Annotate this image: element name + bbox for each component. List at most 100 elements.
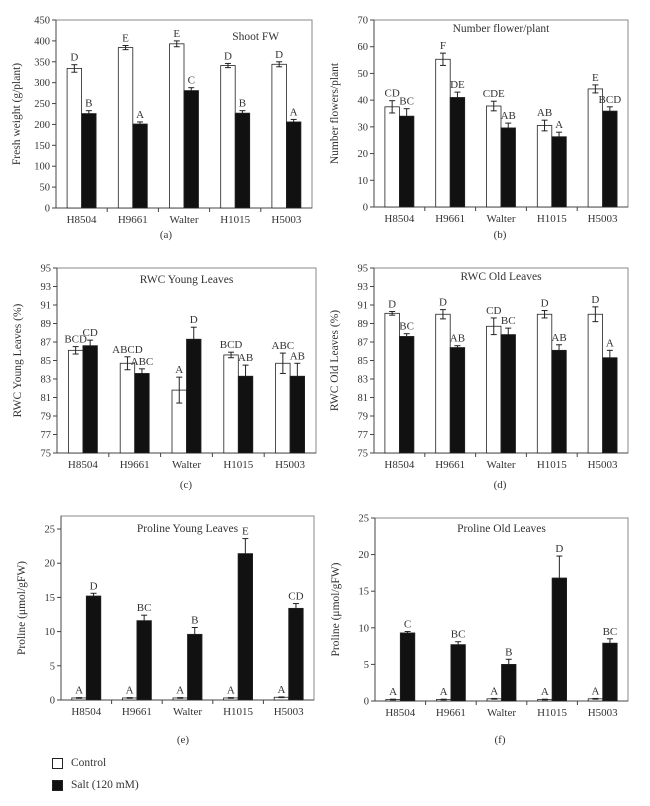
significance-label: ABCD xyxy=(112,344,143,356)
bar-control xyxy=(486,105,502,208)
x-tick-label: H1015 xyxy=(537,707,567,719)
y-tick-label: 91 xyxy=(358,301,369,312)
significance-label: F xyxy=(440,40,446,52)
x-tick-label: H1015 xyxy=(220,214,250,226)
bar-salt xyxy=(500,334,516,454)
significance-label: CD xyxy=(83,327,98,339)
significance-label: BC xyxy=(399,321,414,333)
significance-label: A xyxy=(555,119,563,131)
x-tick-label: H1015 xyxy=(537,213,567,225)
chart-panel-b: 0 10 20 30 40 50 60 70 Number flowers/plant Numbe… xyxy=(329,16,629,241)
y-tick-label: 95 xyxy=(358,264,369,275)
legend-swatch-control xyxy=(52,757,63,769)
y-tick-label: 91 xyxy=(41,301,52,312)
significance-label: CD xyxy=(486,305,501,317)
bar-salt xyxy=(81,113,97,209)
bar-control xyxy=(66,68,82,209)
significance-label: D xyxy=(224,50,232,62)
bar-control xyxy=(119,362,136,454)
bar-salt xyxy=(551,349,567,454)
bar-salt xyxy=(187,633,203,701)
x-tick-label: H9661 xyxy=(435,459,465,471)
significance-label: D xyxy=(439,297,447,309)
x-tick-label: H1015 xyxy=(537,459,567,471)
chart-title: RWC Young Leaves xyxy=(140,274,234,286)
bar-salt xyxy=(134,373,150,454)
y-tick-label: 77 xyxy=(358,430,369,441)
significance-label: D xyxy=(555,543,563,555)
significance-label: CD xyxy=(385,88,400,100)
y-tick-label: 83 xyxy=(358,375,369,386)
chart-title: Number flower/plant xyxy=(453,23,551,35)
significance-label: D xyxy=(70,52,78,64)
panel-caption: (a) xyxy=(160,229,173,241)
y-tick-label: 200 xyxy=(34,120,50,131)
bar-salt xyxy=(551,577,567,702)
chart-panel-c: 75 77 79 81 83 85 87 89 91 93 95 RWC Young Leaves (… xyxy=(12,264,317,491)
significance-label: A xyxy=(606,337,614,349)
x-tick-label: H9661 xyxy=(120,459,150,471)
y-tick-label: 81 xyxy=(41,393,52,404)
bar-control xyxy=(271,63,287,209)
significance-label: B xyxy=(505,646,512,658)
x-tick-label: Walter xyxy=(173,706,202,718)
significance-label: D xyxy=(388,298,396,310)
bar-salt xyxy=(234,112,251,209)
significance-label: E xyxy=(592,72,599,84)
significance-label: A xyxy=(75,685,83,697)
bar-salt xyxy=(183,90,199,209)
y-tick-label: 93 xyxy=(41,282,52,293)
bar-salt xyxy=(288,607,304,701)
bar-salt xyxy=(450,644,466,702)
y-tick-label: 20 xyxy=(359,550,370,561)
y-tick-label: 77 xyxy=(41,430,52,441)
y-tick-label: 250 xyxy=(34,99,50,110)
y-tick-label: 400 xyxy=(34,36,50,47)
y-tick-label: 40 xyxy=(358,96,369,107)
significance-label: ABC xyxy=(272,340,295,352)
y-tick-label: 50 xyxy=(358,69,369,80)
bar-control xyxy=(536,125,553,208)
bar-salt xyxy=(399,632,416,702)
y-tick-label: 30 xyxy=(358,122,369,133)
bar-salt xyxy=(237,375,254,454)
x-tick-label: Walter xyxy=(172,459,201,471)
significance-label: C xyxy=(188,75,195,87)
y-tick-label: 85 xyxy=(358,356,369,367)
significance-label: AB xyxy=(238,352,253,364)
significance-label: A xyxy=(389,686,397,698)
significance-label: BCD xyxy=(64,334,87,346)
y-tick-label: 20 xyxy=(358,149,369,160)
significance-label: BC xyxy=(451,629,466,641)
y-tick-label: 150 xyxy=(34,141,50,152)
significance-label: D xyxy=(90,580,98,592)
significance-label: E xyxy=(173,28,180,40)
significance-label: A xyxy=(290,106,298,118)
bar-control xyxy=(435,58,451,208)
bar-salt xyxy=(449,97,466,208)
significance-label: D xyxy=(541,298,549,310)
significance-label: BC xyxy=(137,602,152,614)
bar-control xyxy=(117,47,134,209)
y-axis-label: Proline (μmol/gFW) xyxy=(16,561,28,655)
bar-salt xyxy=(398,115,415,208)
bar-control xyxy=(220,65,236,209)
panel-caption: (c) xyxy=(180,479,193,491)
bar-salt xyxy=(602,110,618,208)
bar-salt xyxy=(82,345,98,454)
significance-label: A xyxy=(277,684,285,696)
x-tick-label: H9661 xyxy=(435,213,465,225)
bar-salt xyxy=(602,357,618,454)
x-tick-label: H5003 xyxy=(274,706,304,718)
significance-label: BC xyxy=(501,315,516,327)
significance-label: BC xyxy=(399,96,414,108)
y-tick-label: 60 xyxy=(358,42,369,53)
legend-label-salt: Salt (120 mM) xyxy=(71,779,139,791)
legend-item-control: Control xyxy=(52,756,139,770)
y-axis-label: Fresh weight (g/plant) xyxy=(11,63,23,165)
bar-salt xyxy=(289,375,306,454)
chart-panel-a: 0 50 100 150 200 250 300 350 400 450 Fresh weight … xyxy=(11,16,313,241)
legend-item-salt: Salt (120 mM) xyxy=(52,778,139,792)
y-axis-label: RWC Young Leaves (%) xyxy=(12,303,24,417)
